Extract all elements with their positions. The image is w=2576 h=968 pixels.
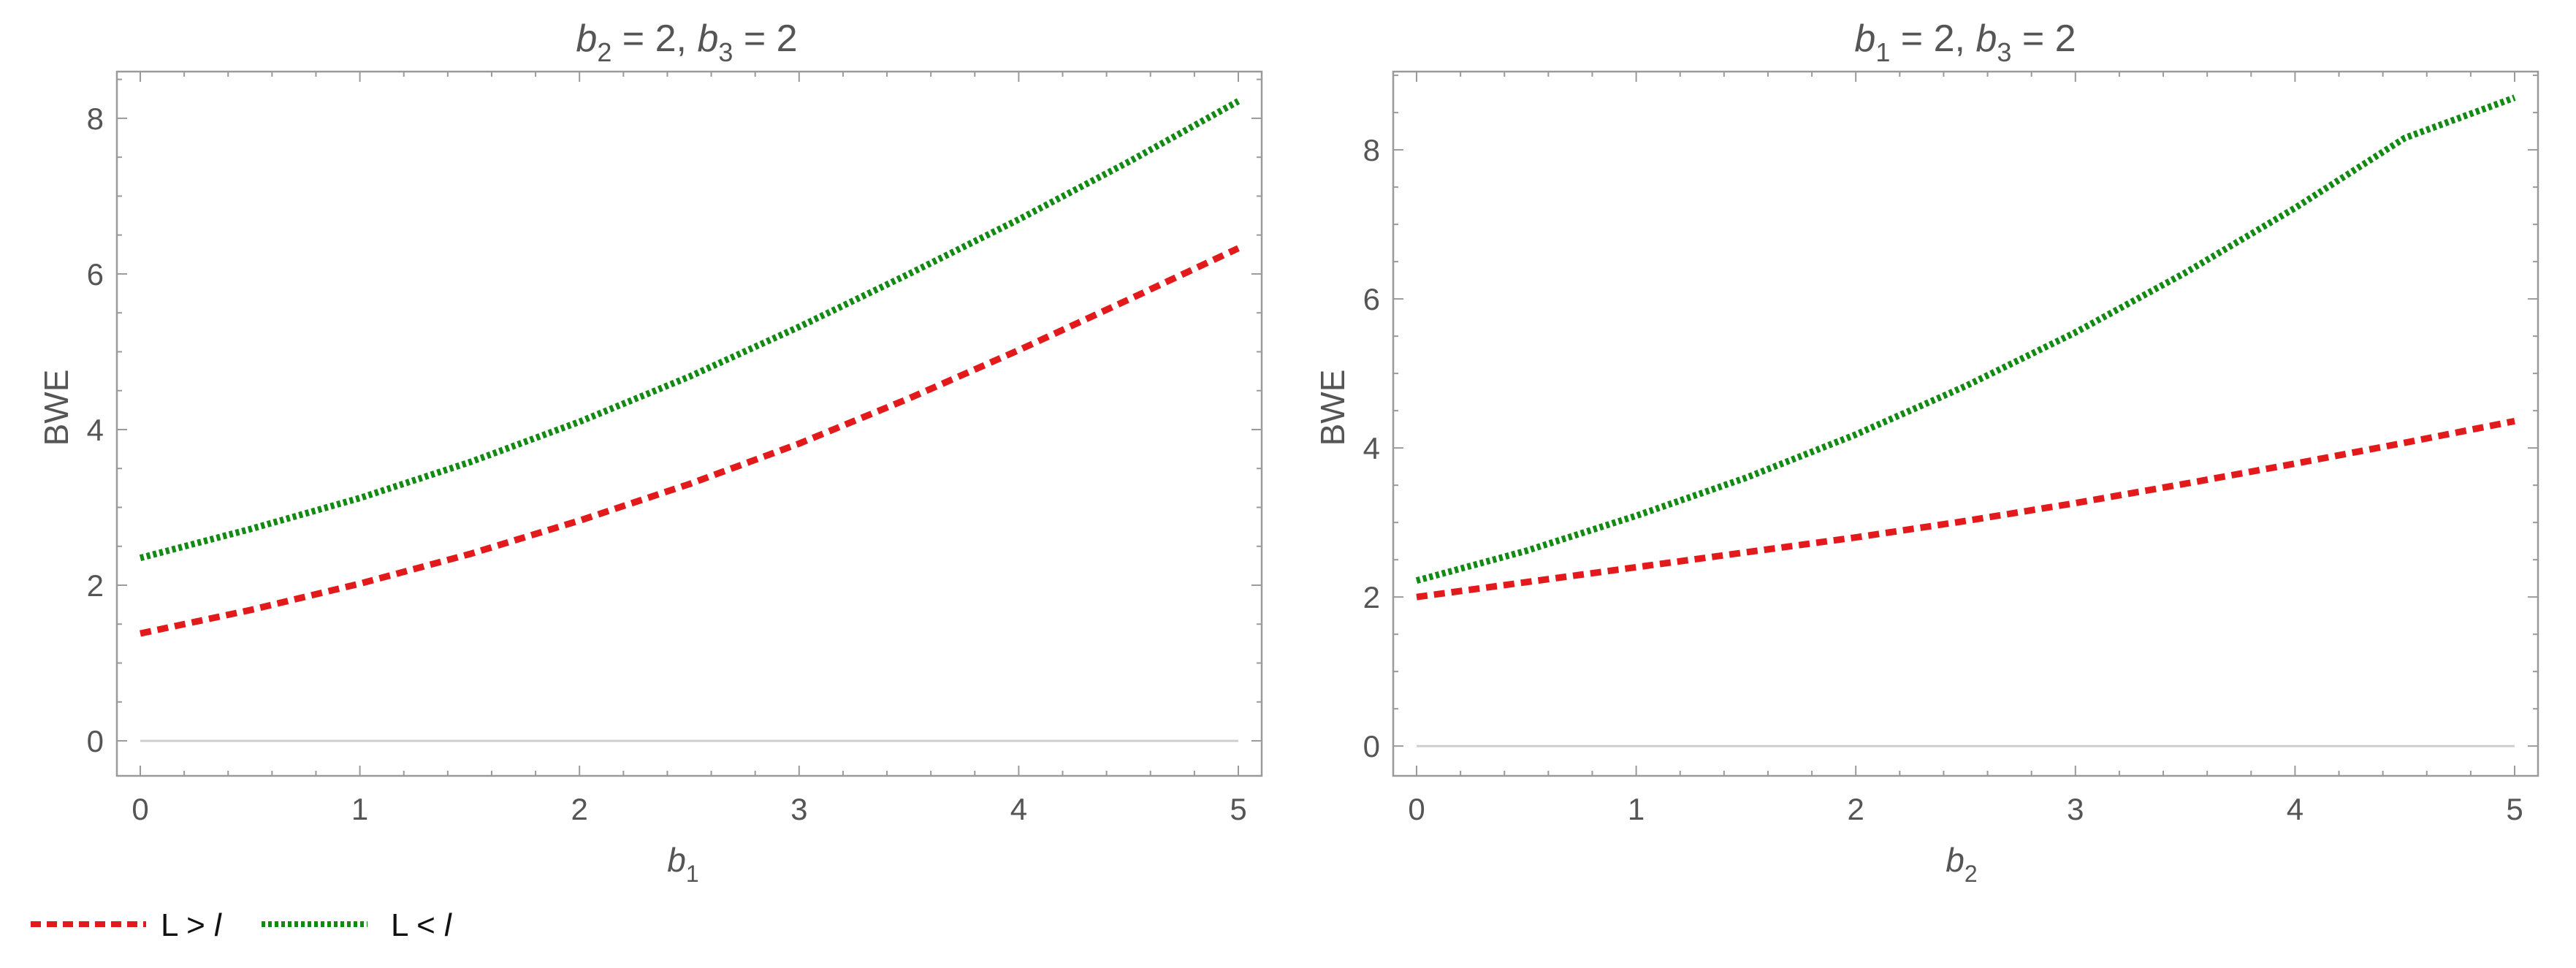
y-tick-label: 4 xyxy=(87,413,104,447)
xlabel-var: b xyxy=(667,841,686,879)
x-tick-label: 1 xyxy=(351,792,368,826)
y-tick-label: 6 xyxy=(87,257,104,291)
title-sub-2: 3 xyxy=(1997,37,2011,67)
x-tick-label: 4 xyxy=(1010,792,1027,826)
panel-left-xlabel: b1 xyxy=(667,841,698,887)
x-tick-label: 1 xyxy=(1628,792,1645,826)
y-tick-label: 4 xyxy=(1363,431,1380,465)
series-line-red-dashed xyxy=(140,245,1240,637)
title-sub-1: 2 xyxy=(597,37,611,67)
y-tick-label: 0 xyxy=(87,724,104,758)
legend-text-var: l xyxy=(444,907,452,943)
plot-frame xyxy=(115,70,1263,777)
x-tick-label: 0 xyxy=(132,792,148,826)
legend-label-2: L < l xyxy=(391,907,452,943)
panel-right-title: b1 = 2, b3 = 2 xyxy=(1854,18,2076,67)
title-val-1: = 2, xyxy=(1890,18,1975,60)
title-var-2: b xyxy=(697,18,718,60)
plot-frame xyxy=(1392,70,2539,777)
panel-left-title: b2 = 2, b3 = 2 xyxy=(576,18,797,67)
title-var-1: b xyxy=(1854,18,1875,60)
y-tick-label: 8 xyxy=(1363,133,1380,167)
legend-text-var: l xyxy=(214,907,222,943)
xlabel-sub: 1 xyxy=(686,861,699,887)
title-val-2: = 2 xyxy=(2011,18,2076,60)
y-tick-label: 2 xyxy=(1363,580,1380,614)
title-var-2: b xyxy=(1975,18,1997,60)
title-val-2: = 2 xyxy=(733,18,797,60)
x-tick-label: 4 xyxy=(2287,792,2303,826)
xlabel-var: b xyxy=(1946,841,1965,879)
y-tick-label: 6 xyxy=(1363,282,1380,316)
panel-right-ylabel: BWE xyxy=(1314,370,1352,446)
legend: L > l L < l xyxy=(31,907,452,943)
xlabel-sub: 2 xyxy=(1965,861,1978,887)
title-sub-2: 3 xyxy=(718,37,733,67)
y-tick-label: 8 xyxy=(87,102,104,136)
x-tick-label: 0 xyxy=(1408,792,1425,826)
legend-label-1: L > l xyxy=(161,907,222,943)
x-tick-label: 5 xyxy=(1230,792,1246,826)
x-tick-label: 2 xyxy=(571,792,588,826)
y-tick-label: 0 xyxy=(1363,729,1380,763)
x-tick-label: 3 xyxy=(2067,792,2084,826)
series-line-green-dotted xyxy=(1415,94,2516,584)
legend-text-main: L > xyxy=(161,907,214,943)
title-sub-1: 1 xyxy=(1875,37,1890,67)
panel-left-ylabel: BWE xyxy=(37,370,75,446)
y-tick-label: 2 xyxy=(87,568,104,603)
x-tick-label: 2 xyxy=(1848,792,1864,826)
series-line-red-dashed xyxy=(1416,417,2515,601)
panel-right-xlabel: b2 xyxy=(1946,841,1977,887)
legend-text-main: L < xyxy=(391,907,444,943)
x-tick-label: 5 xyxy=(2506,792,2523,826)
title-var-1: b xyxy=(576,18,597,60)
title-val-1: = 2, xyxy=(611,18,697,60)
series-line-green-dotted xyxy=(139,98,1241,562)
x-tick-label: 3 xyxy=(790,792,807,826)
